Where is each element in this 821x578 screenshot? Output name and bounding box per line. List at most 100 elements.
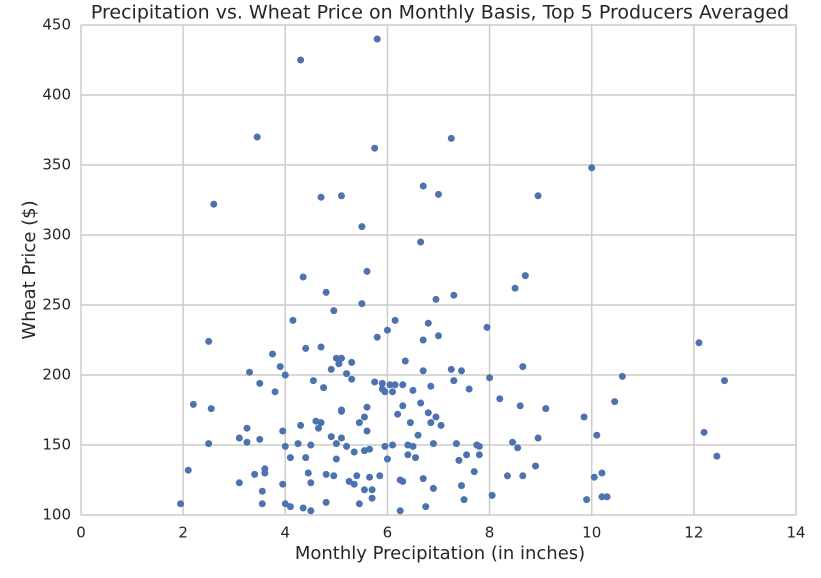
point: [519, 472, 527, 480]
point: [389, 441, 397, 449]
point: [618, 372, 626, 380]
point: [488, 491, 496, 499]
point: [383, 326, 391, 334]
chart-title: Precipitation vs. Wheat Price on Monthly…: [91, 2, 789, 24]
point: [391, 316, 399, 324]
point: [452, 440, 460, 448]
point: [286, 454, 294, 462]
point: [534, 434, 542, 442]
point: [437, 421, 445, 429]
point: [353, 472, 361, 480]
point: [412, 454, 420, 462]
point: [542, 405, 550, 413]
point: [432, 295, 440, 303]
point: [463, 451, 471, 459]
point: [350, 480, 358, 488]
point: [713, 452, 721, 460]
point: [590, 473, 598, 481]
y-tick-label: 300: [42, 226, 71, 244]
x-tick-label: 10: [582, 524, 601, 542]
point: [389, 388, 397, 396]
point: [580, 413, 588, 421]
point: [483, 323, 491, 331]
point: [409, 442, 417, 450]
point: [386, 381, 394, 389]
point: [394, 410, 402, 418]
point: [429, 440, 437, 448]
point: [422, 503, 430, 511]
point: [496, 395, 504, 403]
point: [588, 164, 596, 172]
point: [355, 500, 363, 508]
point: [235, 434, 243, 442]
point: [210, 200, 218, 208]
point: [419, 336, 427, 344]
point: [307, 507, 315, 515]
x-tick-label: 12: [684, 524, 703, 542]
y-tick-label: 200: [42, 366, 71, 384]
point: [414, 431, 422, 439]
point: [368, 494, 376, 502]
point: [465, 385, 473, 393]
point: [381, 388, 389, 396]
y-axis-label: Wheat Price ($): [19, 200, 40, 339]
point: [514, 444, 522, 452]
point: [391, 381, 399, 389]
point: [371, 378, 379, 386]
point: [350, 448, 358, 456]
point: [447, 134, 455, 142]
x-tick-label: 8: [485, 524, 495, 542]
point: [700, 428, 708, 436]
point: [360, 486, 368, 494]
point: [358, 300, 366, 308]
x-tick-label: 4: [281, 524, 291, 542]
point: [427, 419, 435, 427]
point: [371, 144, 379, 152]
point: [457, 482, 465, 490]
point: [258, 487, 266, 495]
point: [337, 407, 345, 415]
point: [297, 56, 305, 64]
point: [337, 434, 345, 442]
point: [457, 367, 465, 375]
point: [302, 454, 310, 462]
point: [286, 503, 294, 511]
point: [475, 451, 483, 459]
point: [435, 190, 442, 198]
point: [256, 379, 264, 387]
point: [503, 472, 511, 480]
point: [509, 438, 517, 446]
point: [205, 337, 213, 345]
point: [460, 496, 468, 504]
point: [376, 472, 384, 480]
point: [299, 504, 307, 512]
point: [475, 442, 483, 450]
point: [279, 427, 287, 435]
point: [429, 484, 437, 492]
point: [406, 419, 414, 427]
point: [253, 133, 261, 141]
point: [534, 192, 542, 200]
point: [271, 388, 279, 396]
point: [343, 370, 351, 378]
point: [373, 35, 381, 43]
point: [435, 332, 442, 340]
point: [330, 472, 338, 480]
point: [695, 339, 703, 347]
y-tick-label: 100: [42, 506, 71, 524]
point: [317, 193, 325, 201]
point: [381, 442, 389, 450]
point: [348, 375, 356, 383]
point: [269, 350, 277, 358]
point: [335, 360, 343, 368]
point: [243, 424, 251, 432]
point: [302, 344, 310, 352]
point: [432, 413, 440, 421]
point: [519, 363, 527, 371]
point: [189, 400, 197, 408]
point: [320, 384, 328, 392]
point: [450, 291, 458, 299]
point: [417, 238, 425, 246]
point: [322, 288, 330, 296]
